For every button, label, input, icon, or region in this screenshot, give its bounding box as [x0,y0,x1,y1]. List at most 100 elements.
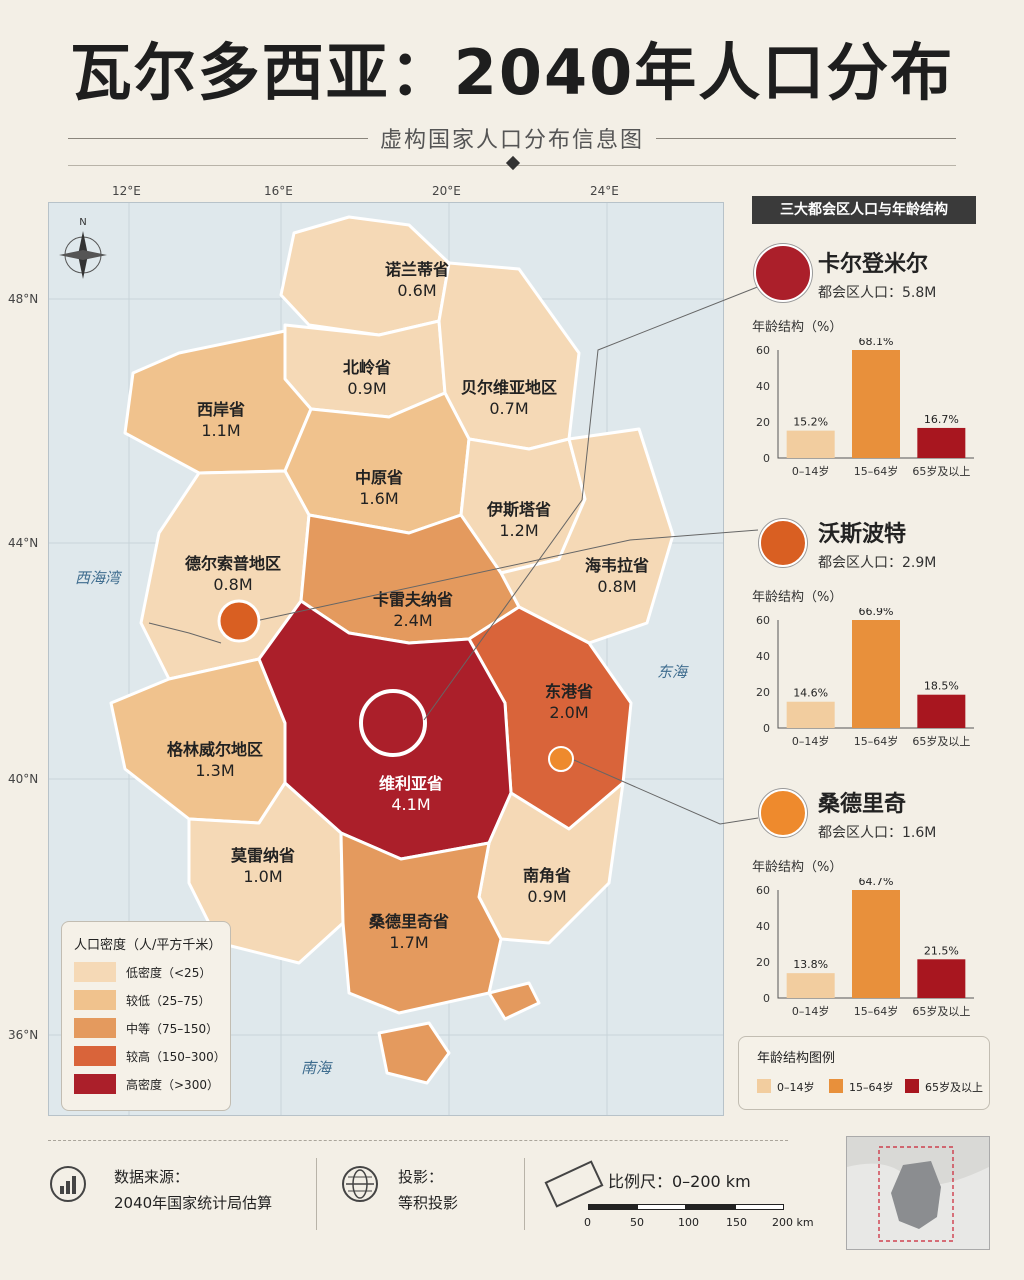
lon-label: 24°E [590,184,619,198]
province-name-label: 南角省 [523,866,571,885]
x-tick-label: 65岁及以上 [912,464,970,478]
footer-separator [524,1158,525,1230]
province-pop-label: 1.2M [499,521,538,540]
density-legend-title: 人口密度（人/平方千米） [74,938,222,953]
province-name-label: 莫雷纳省 [230,846,295,865]
projection-label: 投影： [398,1168,444,1186]
age-legend: 年龄结构图例 0–14岁 15–64岁 65岁及以上 [738,1036,990,1110]
scale-tick: 100 [678,1216,699,1229]
projection-value: 等积投影 [398,1194,459,1212]
chart-axis [777,620,974,729]
x-tick-label: 0–14岁 [792,1004,830,1018]
bar-0 [786,973,835,998]
province-pop-label: 2.0M [549,703,588,722]
province-name-label: 伊斯塔省 [486,500,551,519]
y-tick-label: 40 [756,920,770,933]
bar-0 [786,430,835,458]
legend-item: 中等（75–150） [74,1018,224,1038]
lon-label: 12°E [112,184,141,198]
province-sangdeliqi [339,831,503,1015]
scale-tick: 0 [584,1216,591,1229]
province-name-label: 中原省 [355,468,403,487]
island [487,981,541,1021]
chart-axis [777,350,974,459]
y-tick-label: 40 [756,380,770,393]
province-name-label: 维利亚省 [379,774,443,793]
map[interactable]: N 西海湾 东海 南海 诺兰蒂省 0.6M 北岭省 0.9M 贝尔维亚地区 0.7M 西岸省… [48,202,724,1116]
locator-inset-map [846,1136,990,1250]
y-tick-label: 60 [756,884,770,897]
bar-value-label: 66.9% [859,608,894,618]
metro-population: 都会区人口：5.8M [818,285,937,301]
metro-name: 桑德里奇 [818,792,907,817]
age-swatch [829,1079,843,1093]
compass-icon: N [59,217,107,279]
y-tick-label: 20 [756,956,770,969]
age-legend-item: 0–14岁 [777,1081,815,1094]
source-value: 2040年国家统计局估算 [114,1194,273,1212]
age-structure-title: 年龄结构（%） [752,860,843,875]
province-name-label: 卡雷夫纳省 [373,590,453,609]
metro-marker-sangdeliqi [548,746,574,772]
chart-axis [777,890,974,999]
bar-2 [917,694,966,728]
age-structure-title: 年龄结构（%） [752,590,843,605]
province-pop-label: 2.4M [393,611,432,630]
x-tick-label: 15–64岁 [854,734,899,748]
lon-label: 20°E [432,184,461,198]
province-name-label: 格林威尔地区 [167,740,263,759]
page-title: 瓦尔多西亚：2040年人口分布 [69,36,955,109]
globe-icon [342,1166,378,1202]
legend-item: 高密度（>300） [74,1074,224,1094]
sea-label-west: 西海湾 [75,569,123,587]
age-bar-chart: 0 20 40 60 13.8% 0–14岁 64.7% 15–64岁 21.5% 65岁及以上 [756,878,974,1018]
age-legend-item: 15–64岁 [849,1081,894,1094]
province-name-label: 西岸省 [197,400,245,419]
metro-dot-icon [759,519,807,567]
y-tick-label: 40 [756,650,770,663]
province-pop-label: 0.9M [347,379,386,398]
x-tick-label: 15–64岁 [854,1004,899,1018]
metro-name: 卡尔登米尔 [818,252,929,277]
lat-label: 36°N [8,1028,39,1042]
bar-value-label: 14.6% [793,687,828,700]
y-tick-label: 0 [763,992,770,1005]
lat-label: 40°N [8,772,39,786]
bar-2 [917,427,966,458]
subtitle-bar: 虚构国家人口分布信息图 [68,118,956,158]
province-name-label: 海韦拉省 [585,556,649,575]
province-name-label: 贝尔维亚地区 [461,378,557,397]
bar-value-label: 15.2% [793,416,828,429]
metro-dot-icon [754,244,812,302]
metro-marker-wosibote [217,599,261,643]
lon-label: 16°E [264,184,293,198]
x-tick-label: 0–14岁 [792,464,830,478]
y-tick-label: 0 [763,452,770,465]
age-bar-chart: 0 20 40 60 14.6% 0–14岁 66.9% 15–64岁 18.5% 65岁及以上 [756,608,974,748]
province-pop-label: 0.8M [213,575,252,594]
lat-label: 44°N [8,536,39,550]
province-pop-label: 1.0M [243,867,282,886]
province-name-label: 桑德里奇省 [368,912,449,931]
scale-tick: 50 [630,1216,644,1229]
age-legend-title: 年龄结构图例 [757,1051,836,1066]
age-legend-item: 65岁及以上 [925,1081,983,1094]
bar-1 [852,890,900,998]
age-swatch [757,1079,771,1093]
bar-2 [917,959,966,998]
province-pop-label: 4.1M [391,795,430,814]
province-pop-label: 0.6M [397,281,436,300]
source-label: 数据来源： [114,1168,190,1186]
y-tick-label: 20 [756,686,770,699]
sea-label-east: 东海 [657,663,689,681]
bar-1 [852,350,900,458]
x-tick-label: 0–14岁 [792,734,830,748]
bar-1 [852,620,900,728]
subtitle: 虚构国家人口分布信息图 [379,128,644,153]
bar-0 [786,701,835,728]
province-pop-label: 1.3M [195,761,234,780]
density-legend: 人口密度（人/平方千米） 低密度（<25） 较低（25–75） 中等（75–15… [61,921,231,1111]
y-tick-label: 60 [756,344,770,357]
map-svg: N 西海湾 东海 南海 诺兰蒂省 0.6M 北岭省 0.9M 贝尔维亚地区 0.7M 西岸省… [49,203,723,1115]
